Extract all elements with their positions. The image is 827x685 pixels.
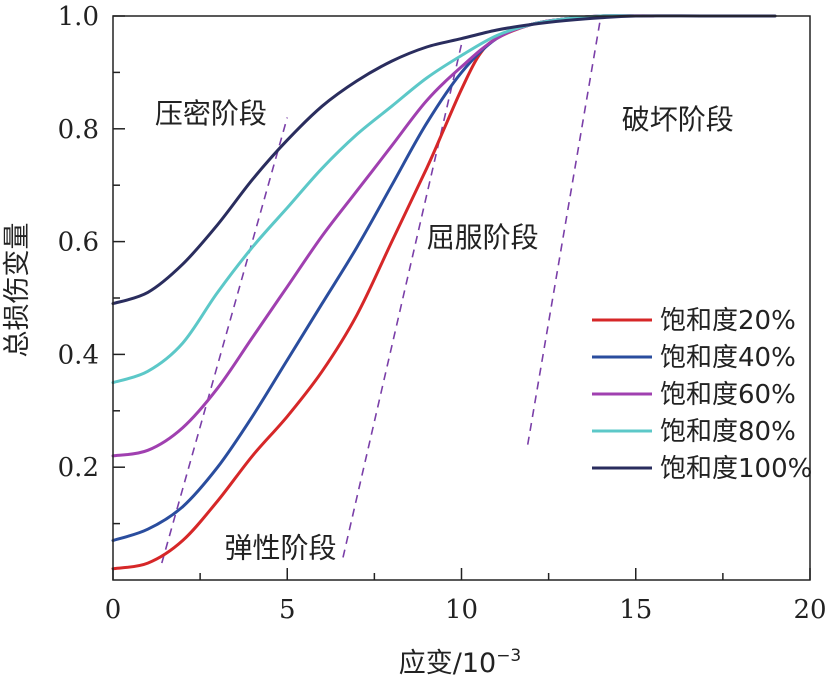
y-axis-title: 总损伤变量 bbox=[2, 223, 33, 358]
y-tick-label: 0.2 bbox=[58, 453, 99, 483]
x-tick-label: 15 bbox=[619, 595, 652, 625]
axes: 0 5 10 15 20 0.2 0.4 0.6 0.8 1.0 bbox=[58, 2, 827, 625]
stage-boundary-line-1 bbox=[161, 117, 289, 564]
x-axis-title: 应变/10−3 bbox=[399, 646, 522, 679]
stage-label-3: 屈服阶段 bbox=[427, 221, 539, 254]
legend-label-2: 饱和度40% bbox=[660, 343, 796, 373]
stage-label-4: 破坏阶段 bbox=[622, 103, 734, 136]
legend-label-1: 饱和度20% bbox=[660, 306, 796, 336]
x-tick-label: 20 bbox=[793, 595, 826, 625]
x-axis-title-exponent: −3 bbox=[496, 646, 521, 666]
y-tick-label: 0.6 bbox=[58, 228, 99, 258]
x-tick-label: 5 bbox=[279, 595, 296, 625]
y-tick-label: 1.0 bbox=[58, 2, 99, 32]
legend-label-3: 饱和度60% bbox=[660, 380, 796, 410]
stage-boundary-lines bbox=[161, 15, 602, 564]
x-tick-label: 10 bbox=[445, 595, 478, 625]
y-tick-label: 0.8 bbox=[58, 115, 99, 145]
stage-label-2: 弹性阶段 bbox=[225, 531, 337, 564]
x-tick-label: 0 bbox=[105, 595, 122, 625]
stage-boundary-line-2 bbox=[342, 44, 463, 558]
stage-boundary-line-3 bbox=[526, 15, 602, 445]
series-line-5 bbox=[111, 14, 777, 306]
legend-label-5: 饱和度100% bbox=[660, 454, 812, 484]
legend-label-4: 饱和度80% bbox=[660, 417, 796, 447]
legend: 饱和度20% 饱和度40% 饱和度60% 饱和度80% 饱和度100% bbox=[592, 306, 812, 484]
series-lines bbox=[111, 14, 777, 571]
y-tick-label: 0.4 bbox=[58, 340, 99, 370]
series-line-3 bbox=[111, 14, 655, 458]
stage-label-1: 压密阶段 bbox=[155, 97, 267, 130]
